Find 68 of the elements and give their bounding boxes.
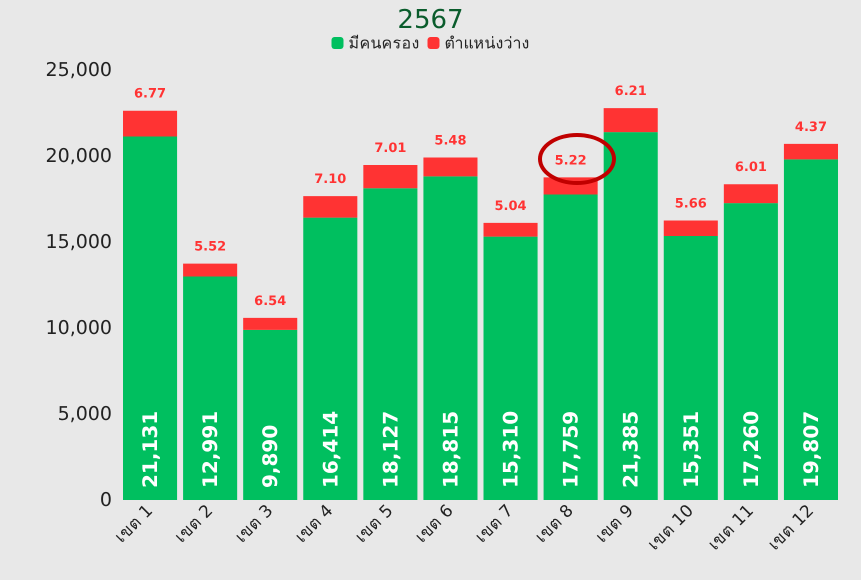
data-label: 21,385 bbox=[618, 410, 643, 488]
bar bbox=[243, 318, 298, 330]
bar bbox=[423, 176, 478, 500]
legend-label: มีคนครอง bbox=[348, 34, 420, 52]
x-tick-label: เขต 8 bbox=[532, 500, 578, 548]
bar bbox=[784, 159, 838, 500]
data-label: 15,310 bbox=[498, 410, 523, 488]
y-tick-label: 0 bbox=[100, 489, 112, 511]
data-label: 19,807 bbox=[798, 410, 823, 488]
x-tick-label: เขต 10 bbox=[644, 500, 698, 555]
x-tick-label: เขต 12 bbox=[764, 500, 818, 555]
data-label: 17,260 bbox=[738, 410, 763, 488]
annotation: 5.66 bbox=[674, 196, 707, 212]
bar bbox=[243, 330, 298, 500]
bar bbox=[664, 236, 718, 500]
bar bbox=[363, 188, 418, 500]
bar bbox=[544, 194, 598, 500]
bar bbox=[604, 132, 658, 500]
annotation: 5.52 bbox=[194, 240, 226, 255]
y-tick-label: 15,000 bbox=[46, 231, 112, 253]
x-tick-label: เขต 7 bbox=[471, 500, 518, 548]
annotation: 5.48 bbox=[434, 133, 466, 148]
bar bbox=[183, 264, 238, 277]
bar bbox=[724, 203, 778, 500]
bar bbox=[604, 108, 658, 132]
bar bbox=[303, 218, 358, 500]
data-label: 18,815 bbox=[438, 410, 462, 488]
chart-title: 2567 bbox=[397, 5, 464, 35]
annotation: 6.54 bbox=[254, 294, 286, 309]
data-label: 12,991 bbox=[198, 410, 222, 488]
bar bbox=[423, 157, 478, 176]
data-label: 16,414 bbox=[318, 410, 342, 488]
data-label: 9,890 bbox=[258, 424, 282, 488]
x-tick-label: เขต 11 bbox=[704, 500, 758, 555]
y-tick-label: 5,000 bbox=[58, 403, 112, 425]
x-tick-label: เขต 9 bbox=[592, 500, 638, 548]
bar bbox=[664, 220, 718, 236]
x-tick-label: เขต 2 bbox=[171, 500, 218, 548]
bar bbox=[484, 236, 538, 500]
x-tick-label: เขต 3 bbox=[231, 500, 278, 548]
bar bbox=[303, 196, 358, 218]
data-label: 21,131 bbox=[138, 410, 162, 488]
y-tick-label: 20,000 bbox=[46, 145, 112, 167]
annotation: 5.22 bbox=[554, 153, 587, 168]
annotation: 6.77 bbox=[134, 86, 166, 102]
x-tick-label: เขต 4 bbox=[291, 500, 338, 548]
annotation: 5.04 bbox=[494, 198, 527, 214]
bar bbox=[123, 110, 178, 137]
bar bbox=[363, 164, 418, 188]
annotation: 6.01 bbox=[734, 160, 767, 176]
x-tick-label: เขต 6 bbox=[411, 500, 458, 548]
data-label: 18,127 bbox=[378, 410, 402, 488]
x-tick-label: เขต 1 bbox=[110, 500, 158, 548]
bar bbox=[123, 136, 178, 500]
data-label: 17,759 bbox=[558, 410, 583, 488]
bar bbox=[784, 144, 838, 160]
annotation: 7.10 bbox=[314, 172, 346, 188]
y-tick-label: 10,000 bbox=[46, 317, 112, 339]
bar bbox=[183, 276, 238, 500]
bar bbox=[724, 184, 778, 204]
x-tick-label: เขต 5 bbox=[351, 500, 398, 548]
y-tick-label: 25,000 bbox=[46, 59, 112, 81]
data-label: 15,351 bbox=[678, 410, 703, 488]
legend-label: ตำแหน่งว่าง bbox=[444, 34, 530, 52]
bar bbox=[484, 222, 538, 237]
annotation: 6.21 bbox=[614, 84, 647, 100]
annotation: 7.01 bbox=[374, 140, 406, 156]
annotation: 4.37 bbox=[794, 120, 827, 135]
